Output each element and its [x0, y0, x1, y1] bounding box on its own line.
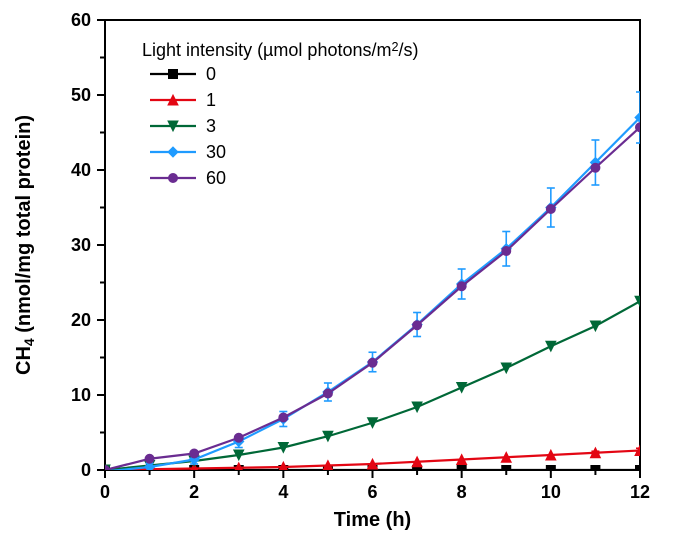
- chart-svg: 0246810120102030405060Time (h)CH4 (nmol/…: [0, 0, 677, 544]
- x-tick-label: 0: [100, 482, 110, 502]
- legend-title: Light intensity (µmol photons/m2/s): [142, 40, 419, 60]
- chart-container: 0246810120102030405060Time (h)CH4 (nmol/…: [0, 0, 677, 544]
- y-tick-label: 0: [81, 460, 91, 480]
- x-tick-label: 6: [367, 482, 377, 502]
- y-tick-label: 50: [71, 85, 91, 105]
- y-tick-label: 30: [71, 235, 91, 255]
- y-axis-label: CH4 (nmol/mg total protein): [13, 115, 37, 375]
- x-axis-label: Time (h): [334, 509, 411, 531]
- y-tick-label: 60: [71, 10, 91, 30]
- legend-label: 1: [206, 90, 216, 110]
- legend-label: 3: [206, 116, 216, 136]
- y-tick-label: 10: [71, 385, 91, 405]
- legend-label: 60: [206, 168, 226, 188]
- legend-label: 0: [206, 64, 216, 84]
- x-tick-label: 10: [541, 482, 561, 502]
- legend-label: 30: [206, 142, 226, 162]
- y-tick-label: 20: [71, 310, 91, 330]
- x-tick-label: 8: [457, 482, 467, 502]
- x-tick-label: 12: [630, 482, 650, 502]
- y-tick-label: 40: [71, 160, 91, 180]
- x-tick-label: 2: [189, 482, 199, 502]
- x-tick-label: 4: [278, 482, 288, 502]
